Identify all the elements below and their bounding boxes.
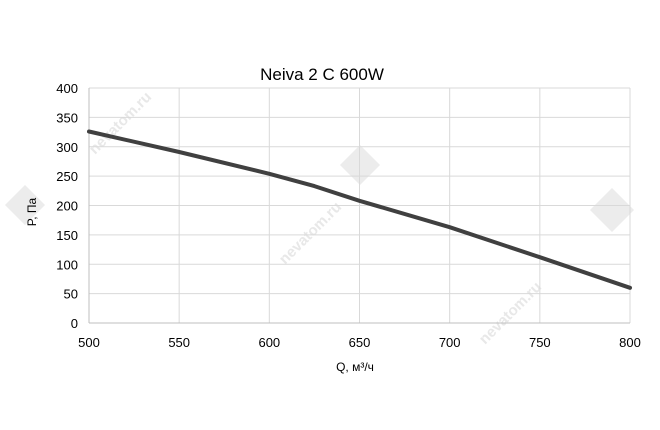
watermark-text: nevatom.ru <box>276 199 345 268</box>
axes <box>88 88 630 324</box>
x-tick-label: 800 <box>619 335 641 350</box>
chart-title: Neiva 2 C 600W <box>260 65 384 84</box>
watermark-text: nevatom.ru <box>86 89 155 158</box>
x-tick-label: 750 <box>529 335 551 350</box>
grid-lines <box>89 87 631 323</box>
y-tick-label: 350 <box>56 110 78 125</box>
x-tick-label: 700 <box>439 335 461 350</box>
series-layer <box>87 129 632 290</box>
x-axis-title: Q, м³/ч <box>336 360 374 374</box>
x-tick-label: 650 <box>349 335 371 350</box>
y-tick-label: 200 <box>56 199 78 214</box>
y-tick-label: 400 <box>56 81 78 96</box>
x-tick-label: 600 <box>258 335 280 350</box>
y-tick-label: 50 <box>64 287 78 302</box>
x-tick-labels: 500 550 600 650 700 750 800 <box>78 335 641 350</box>
x-tick-label: 550 <box>168 335 190 350</box>
watermark-logo-icon <box>5 145 634 232</box>
x-tick-label: 500 <box>78 335 100 350</box>
y-tick-labels: 0 50 100 150 200 250 300 350 400 <box>56 81 78 331</box>
y-tick-label: 150 <box>56 228 78 243</box>
y-tick-label: 250 <box>56 169 78 184</box>
y-tick-label: 300 <box>56 140 78 155</box>
series-line <box>87 129 632 290</box>
y-axis-title: P, Па <box>25 197 39 226</box>
y-tick-label: 0 <box>71 316 78 331</box>
y-tick-label: 100 <box>56 257 78 272</box>
